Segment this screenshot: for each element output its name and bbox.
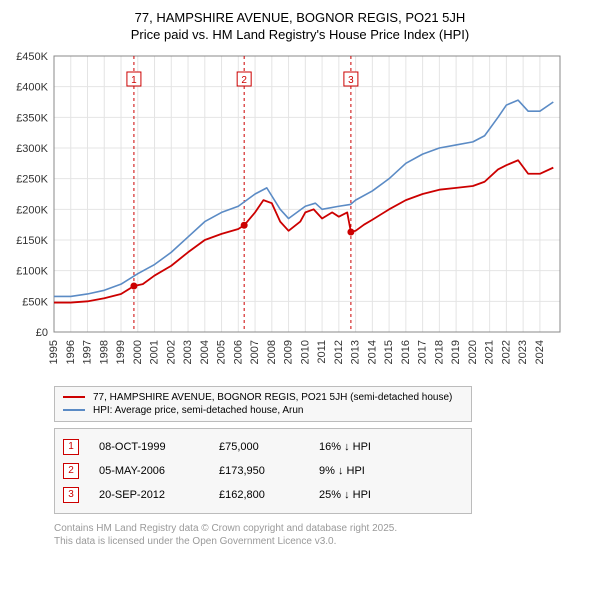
svg-text:£350K: £350K	[16, 112, 48, 124]
svg-text:3: 3	[348, 75, 354, 86]
title-line-2: Price paid vs. HM Land Registry's House …	[10, 27, 590, 44]
sale-row: 3 20-SEP-2012 £162,800 25% ↓ HPI	[63, 483, 463, 507]
svg-text:2024: 2024	[534, 340, 546, 364]
svg-text:2019: 2019	[450, 340, 462, 364]
footer-line-1: Contains HM Land Registry data © Crown c…	[54, 522, 590, 535]
legend-label: HPI: Average price, semi-detached house,…	[93, 405, 304, 416]
svg-text:£300K: £300K	[16, 143, 48, 155]
legend-swatch	[63, 396, 85, 398]
svg-text:1999: 1999	[115, 340, 127, 364]
sale-price: £75,000	[219, 441, 299, 453]
svg-text:2021: 2021	[484, 340, 496, 364]
svg-text:2001: 2001	[149, 340, 161, 364]
svg-text:2003: 2003	[182, 340, 194, 364]
svg-text:2008: 2008	[266, 340, 278, 364]
svg-text:1996: 1996	[65, 340, 77, 364]
svg-text:£400K: £400K	[16, 81, 48, 93]
legend-row: HPI: Average price, semi-detached house,…	[63, 404, 463, 417]
svg-text:£100K: £100K	[16, 265, 48, 277]
legend-row: 77, HAMPSHIRE AVENUE, BOGNOR REGIS, PO21…	[63, 391, 463, 404]
svg-text:1995: 1995	[48, 340, 60, 364]
svg-text:2002: 2002	[165, 340, 177, 364]
svg-text:2012: 2012	[333, 340, 345, 364]
svg-text:2009: 2009	[283, 340, 295, 364]
svg-text:2014: 2014	[366, 340, 378, 364]
svg-text:£50K: £50K	[22, 296, 48, 308]
svg-text:£150K: £150K	[16, 235, 48, 247]
svg-text:£450K: £450K	[16, 51, 48, 63]
legend-swatch	[63, 409, 85, 411]
svg-text:2020: 2020	[467, 340, 479, 364]
svg-text:1998: 1998	[98, 340, 110, 364]
sale-date: 08-OCT-1999	[99, 441, 199, 453]
svg-text:£200K: £200K	[16, 204, 48, 216]
sales-table: 1 08-OCT-1999 £75,000 16% ↓ HPI 2 05-MAY-2006…	[54, 428, 472, 514]
svg-text:2013: 2013	[350, 340, 362, 364]
svg-text:2: 2	[241, 75, 247, 86]
sale-badge: 1	[63, 439, 79, 455]
title-line-1: 77, HAMPSHIRE AVENUE, BOGNOR REGIS, PO21…	[10, 10, 590, 27]
svg-text:2005: 2005	[216, 340, 228, 364]
sale-delta: 9% ↓ HPI	[319, 465, 365, 477]
svg-text:2016: 2016	[400, 340, 412, 364]
svg-text:£250K: £250K	[16, 173, 48, 185]
svg-text:2006: 2006	[232, 340, 244, 364]
legend: 77, HAMPSHIRE AVENUE, BOGNOR REGIS, PO21…	[54, 386, 472, 422]
sale-badge: 2	[63, 463, 79, 479]
svg-text:2007: 2007	[249, 340, 261, 364]
svg-text:2017: 2017	[417, 340, 429, 364]
line-chart: £0 £50K £100K £150K £200K £250K £300K £350K £400…	[10, 50, 570, 380]
svg-text:2015: 2015	[383, 340, 395, 364]
svg-text:2023: 2023	[517, 340, 529, 364]
svg-text:1997: 1997	[82, 340, 94, 364]
sale-date: 20-SEP-2012	[99, 489, 199, 501]
sale-row: 2 05-MAY-2006 £173,950 9% ↓ HPI	[63, 459, 463, 483]
svg-text:2018: 2018	[433, 340, 445, 364]
svg-text:2010: 2010	[299, 340, 311, 364]
svg-text:1: 1	[131, 75, 137, 86]
chart-container: £0 £50K £100K £150K £200K £250K £300K £350K £400…	[10, 50, 590, 380]
sale-price: £162,800	[219, 489, 299, 501]
footer-line-2: This data is licensed under the Open Gov…	[54, 535, 590, 548]
legend-label: 77, HAMPSHIRE AVENUE, BOGNOR REGIS, PO21…	[93, 392, 452, 403]
svg-text:2004: 2004	[199, 340, 211, 364]
sale-badge: 3	[63, 487, 79, 503]
sale-delta: 25% ↓ HPI	[319, 489, 371, 501]
svg-text:2000: 2000	[132, 340, 144, 364]
svg-text:2022: 2022	[500, 340, 512, 364]
chart-title-block: 77, HAMPSHIRE AVENUE, BOGNOR REGIS, PO21…	[10, 10, 590, 44]
svg-text:2011: 2011	[316, 340, 328, 364]
sale-delta: 16% ↓ HPI	[319, 441, 371, 453]
footer: Contains HM Land Registry data © Crown c…	[54, 522, 590, 548]
sale-price: £173,950	[219, 465, 299, 477]
sale-row: 1 08-OCT-1999 £75,000 16% ↓ HPI	[63, 435, 463, 459]
sale-date: 05-MAY-2006	[99, 465, 199, 477]
svg-text:£0: £0	[36, 327, 48, 339]
